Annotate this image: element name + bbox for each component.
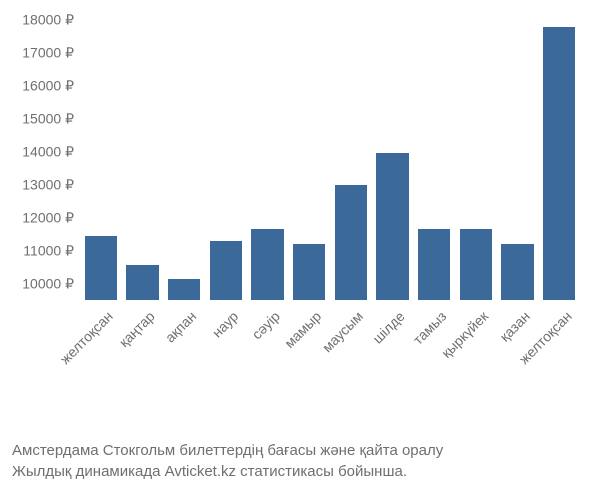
y-tick-label: 12000 ₽: [22, 209, 74, 226]
x-tick-label: ақпан: [162, 308, 199, 345]
x-tick-label: шілде: [369, 308, 408, 347]
bar: [376, 153, 409, 300]
x-tick-label: қаңтар: [116, 308, 158, 350]
bar: [126, 265, 159, 300]
bar: [168, 279, 201, 300]
y-axis: 10000 ₽ 11000 ₽ 12000 ₽ 13000 ₽ 14000 ₽ 15000…: [0, 20, 80, 300]
bar: [418, 229, 451, 300]
y-tick-label: 13000 ₽: [22, 176, 74, 193]
caption-line-1: Амстердама Стокгольм билеттердің бағасы …: [12, 440, 588, 461]
y-tick-label: 10000 ₽: [22, 275, 74, 292]
plot-area: [80, 20, 580, 300]
x-tick-label: тамыз: [410, 308, 450, 348]
y-tick-label: 16000 ₽: [22, 77, 74, 94]
bar: [251, 229, 284, 300]
bar: [85, 236, 118, 300]
bar: [210, 241, 243, 300]
bar: [460, 229, 493, 300]
chart-caption: Амстердама Стокгольм билеттердің бағасы …: [12, 440, 588, 482]
bar: [543, 27, 576, 300]
bar: [501, 244, 534, 300]
x-tick-label: мамыр: [281, 308, 324, 351]
y-tick-label: 17000 ₽: [22, 44, 74, 61]
caption-line-2: Жылдық динамикада Avticket.kz статистика…: [12, 461, 588, 482]
ticket-price-chart: 10000 ₽ 11000 ₽ 12000 ₽ 13000 ₽ 14000 ₽ 15000…: [0, 0, 600, 500]
x-tick-label: сәуір: [248, 308, 282, 342]
bar: [293, 244, 326, 300]
y-tick-label: 11000 ₽: [23, 242, 74, 259]
x-tick-label: наур: [209, 308, 242, 341]
bar: [335, 185, 368, 300]
x-tick-label: қазан: [496, 308, 533, 345]
x-tick-label: маусым: [319, 308, 366, 355]
x-tick-label: желтоқсан: [57, 308, 116, 367]
y-tick-label: 18000 ₽: [22, 12, 74, 29]
y-tick-label: 14000 ₽: [22, 143, 74, 160]
bars-container: [80, 20, 580, 300]
y-tick-label: 15000 ₽: [22, 110, 74, 127]
x-axis: желтоқсанқаңтарақпаннаурсәуірмамырмаусым…: [80, 300, 580, 430]
